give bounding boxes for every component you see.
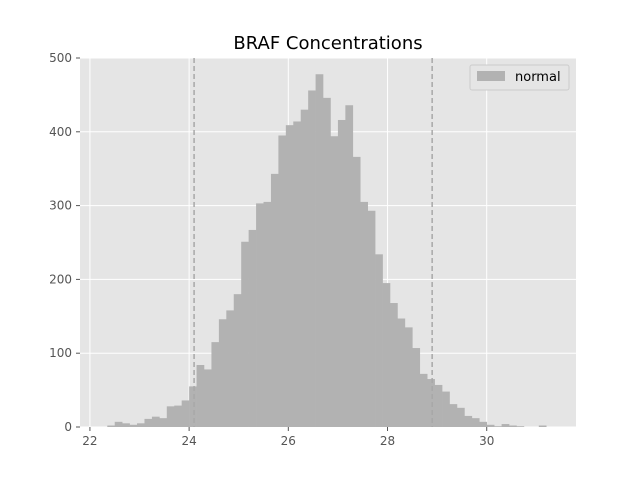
histogram-bar [241, 241, 249, 427]
histogram-bar [129, 424, 138, 427]
histogram-bar [501, 424, 510, 427]
histogram-bar [323, 97, 331, 428]
histogram-bar [196, 365, 205, 427]
y-tick-label: 500 [49, 51, 72, 65]
histogram-bar [412, 348, 421, 427]
histogram-bar [308, 90, 316, 428]
reference-lines [193, 58, 433, 427]
histogram-bar [218, 319, 227, 427]
histogram-bar [449, 404, 458, 427]
histogram-bar [382, 283, 391, 427]
histogram-bar [256, 203, 264, 427]
histogram-bar [486, 424, 495, 427]
y-tick-label: 0 [64, 420, 72, 434]
histogram-bar [419, 373, 428, 427]
histogram-bar [248, 229, 257, 427]
histogram-bar [456, 407, 465, 427]
histogram-bar [204, 369, 212, 427]
histogram-bar [293, 121, 302, 427]
histogram-bar [278, 135, 287, 428]
histogram-bar [137, 423, 145, 427]
histogram-bar [263, 201, 272, 427]
histogram-bar [427, 379, 435, 427]
x-tick-label: 24 [181, 434, 196, 448]
histogram-bar [107, 425, 116, 427]
histogram-bar [397, 318, 406, 427]
histogram-bar [479, 421, 488, 427]
histogram-bar [181, 400, 190, 427]
histogram-bar [345, 105, 354, 428]
histogram-bar [233, 294, 242, 427]
x-tick-label: 28 [380, 434, 395, 448]
legend-swatch [477, 71, 505, 81]
histogram-bar [122, 423, 130, 427]
histogram-bar [285, 125, 294, 428]
histogram-bar [300, 109, 309, 427]
histogram-bar [159, 418, 168, 427]
x-tick-label: 26 [281, 434, 296, 448]
x-tick-label: 22 [82, 434, 97, 448]
histogram-bar [404, 327, 413, 427]
histogram-bar [538, 425, 547, 427]
histogram-bar [211, 342, 220, 427]
histogram-bar [151, 416, 160, 427]
histogram-bar [270, 173, 279, 427]
histogram-bar [471, 418, 480, 427]
histogram-bar [464, 415, 473, 427]
y-tick-label: 200 [49, 272, 72, 286]
y-tick-label: 300 [49, 199, 72, 213]
legend: normal [469, 64, 570, 91]
x-tick-label: 30 [479, 434, 494, 448]
histogram-bar [315, 74, 324, 428]
histogram-bar [516, 426, 525, 427]
histogram-bar [367, 210, 376, 427]
legend-label-normal: normal [515, 70, 561, 85]
histogram-bar [352, 156, 361, 427]
histogram-bar [226, 310, 235, 427]
chart-title: BRAF Concentrations [233, 33, 422, 54]
y-tick-label: 100 [49, 346, 72, 360]
histogram-bar [375, 254, 383, 427]
histogram-bars [107, 74, 547, 428]
histogram-bar [144, 418, 153, 427]
histogram-bar [434, 384, 443, 427]
histogram-bar [442, 391, 450, 427]
histogram-bar [390, 303, 398, 427]
histogram-bar [174, 405, 182, 427]
histogram-bar [337, 119, 346, 427]
histogram-bar [166, 406, 175, 427]
histogram-bar [114, 421, 123, 427]
y-tick-label: 400 [49, 125, 72, 139]
histogram-bar [189, 386, 197, 427]
histogram-bar [509, 425, 517, 427]
histogram-bar [330, 136, 339, 427]
histogram-bar [360, 201, 368, 427]
histogram-bar [494, 426, 502, 427]
